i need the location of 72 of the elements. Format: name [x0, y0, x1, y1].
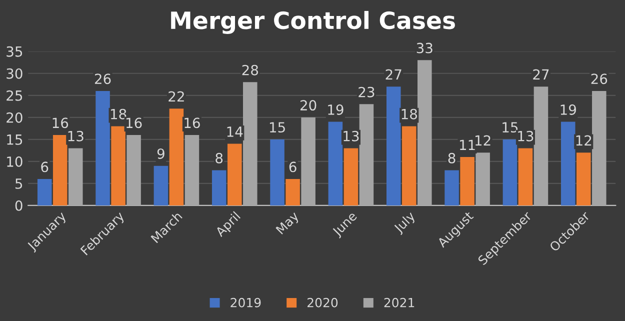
data-label: 15 [270, 122, 285, 133]
data-label: 14 [227, 126, 243, 137]
bar [169, 108, 184, 206]
data-label: 28 [242, 64, 258, 76]
y-tick-label: 30 [6, 68, 22, 79]
y-tick-label: 15 [7, 134, 22, 145]
bar [243, 82, 258, 206]
bar [344, 148, 358, 206]
data-label: 6 [41, 162, 48, 172]
bar [359, 104, 374, 206]
bar [534, 86, 548, 206]
data-label: 19 [328, 104, 344, 115]
data-label: 12 [576, 135, 592, 146]
data-label: 18 [110, 108, 126, 120]
y-tick-label: 25 [6, 90, 22, 101]
y-tick-label: 0 [15, 200, 22, 211]
bar [502, 139, 518, 206]
y-tick-label: 35 [6, 46, 22, 57]
bar [301, 117, 316, 206]
y-tick-label: 10 [7, 156, 22, 167]
data-label: 16 [184, 118, 200, 128]
data-label: 23 [358, 86, 374, 98]
legend-label: 2020 [308, 298, 338, 308]
bar [111, 126, 126, 206]
bar [328, 122, 343, 206]
bar [576, 152, 591, 206]
bar [37, 179, 52, 206]
bar [126, 135, 141, 206]
legend-label: 2021 [384, 298, 414, 308]
bar [592, 90, 606, 206]
data-label: 16 [52, 118, 68, 128]
data-label: 8 [448, 152, 456, 164]
data-label: 11 [460, 140, 475, 150]
data-label: 33 [416, 42, 432, 54]
data-label: 22 [168, 91, 184, 102]
bar [560, 122, 576, 206]
data-label: 20 [300, 100, 316, 111]
bar [68, 148, 83, 206]
data-label: 15 [502, 122, 518, 133]
bar [227, 144, 242, 206]
bar [476, 152, 490, 206]
bar [96, 90, 110, 206]
bar [286, 179, 300, 206]
y-tick-label: 5 [16, 178, 22, 189]
bar [444, 170, 459, 206]
data-label: 18 [402, 108, 418, 120]
data-label: 26 [94, 74, 111, 84]
bar [184, 135, 200, 206]
data-label: 27 [386, 69, 402, 80]
data-label: 6 [289, 162, 296, 172]
legend-label: 2019 [230, 298, 261, 308]
bar [154, 166, 168, 206]
data-label: 26 [591, 74, 608, 84]
data-label: 19 [560, 104, 576, 115]
bar [52, 135, 68, 206]
bar [418, 60, 432, 206]
data-label: 13 [344, 130, 359, 142]
data-label: 13 [518, 130, 534, 142]
bar [402, 126, 416, 206]
bar [212, 170, 226, 206]
data-label: 12 [475, 135, 490, 146]
bar [460, 157, 474, 206]
data-label: 9 [157, 148, 164, 159]
y-tick-label: 20 [6, 112, 22, 123]
bar [270, 139, 284, 206]
data-label: 8 [216, 152, 223, 164]
bar [386, 86, 401, 206]
data-label: 27 [533, 69, 549, 80]
data-label: 13 [68, 130, 84, 142]
chart-title: Merger Control Cases [171, 10, 455, 34]
data-label: 16 [126, 118, 142, 128]
bar [518, 148, 533, 206]
